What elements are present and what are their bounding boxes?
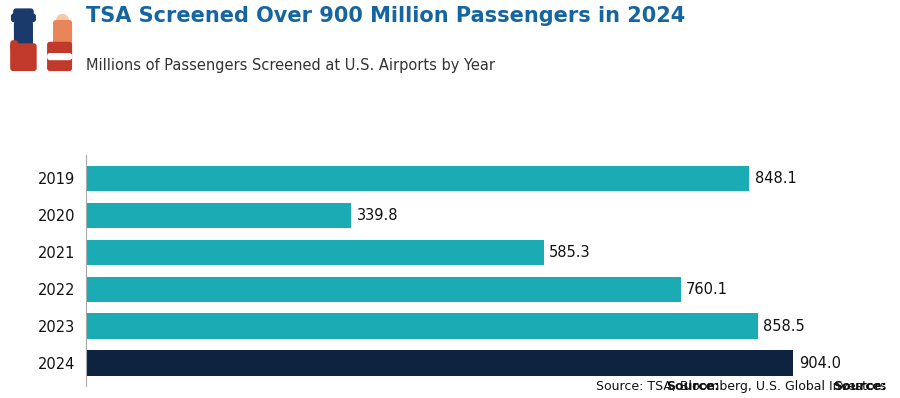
Text: 858.5: 858.5 — [763, 318, 805, 334]
Bar — [86, 240, 544, 265]
FancyBboxPatch shape — [12, 14, 35, 21]
FancyBboxPatch shape — [48, 43, 71, 70]
Bar — [86, 277, 680, 302]
Text: 339.8: 339.8 — [357, 208, 399, 223]
FancyBboxPatch shape — [11, 41, 17, 49]
Text: Source: TSA, Bloomberg, U.S. Global Investors: Source: TSA, Bloomberg, U.S. Global Inve… — [596, 380, 886, 393]
Text: 760.1: 760.1 — [686, 282, 728, 297]
Text: Millions of Passengers Screened at U.S. Airports by Year: Millions of Passengers Screened at U.S. … — [86, 58, 494, 73]
Bar — [86, 314, 758, 339]
FancyBboxPatch shape — [54, 21, 71, 45]
Text: Source:: Source: — [833, 380, 886, 393]
Text: 904.0: 904.0 — [798, 355, 841, 371]
Text: 585.3: 585.3 — [549, 245, 590, 259]
FancyBboxPatch shape — [11, 44, 36, 70]
Circle shape — [17, 16, 30, 29]
Text: Source:: Source: — [666, 380, 719, 393]
Text: 848.1: 848.1 — [755, 171, 796, 186]
Text: TSA Screened Over 900 Million Passengers in 2024: TSA Screened Over 900 Million Passengers… — [86, 6, 685, 26]
Bar — [86, 203, 352, 228]
FancyBboxPatch shape — [14, 9, 33, 20]
FancyBboxPatch shape — [14, 21, 32, 47]
Bar — [86, 351, 793, 376]
Circle shape — [57, 14, 68, 27]
Bar — [86, 166, 750, 191]
FancyBboxPatch shape — [48, 54, 71, 60]
